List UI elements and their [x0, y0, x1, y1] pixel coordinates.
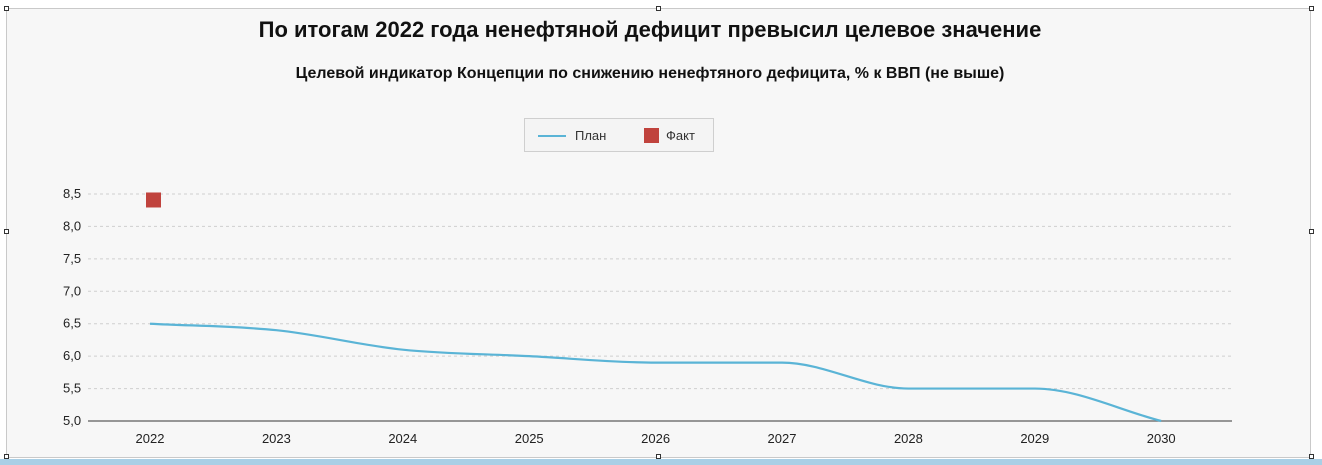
- chart-frame: [6, 8, 1311, 458]
- x-tick-label: 2023: [262, 431, 291, 446]
- x-tick-label: 2028: [894, 431, 923, 446]
- y-tick-label: 7,0: [63, 283, 81, 298]
- y-tick-label: 8,5: [63, 186, 81, 201]
- legend-line-swatch: [538, 135, 566, 137]
- x-tick-label: 2024: [388, 431, 417, 446]
- legend-label-plan: План: [575, 128, 607, 143]
- legend-label-fact: Факт: [666, 128, 695, 143]
- selection-handle[interactable]: [656, 454, 661, 459]
- x-tick-label: 2029: [1020, 431, 1049, 446]
- selection-handle[interactable]: [1309, 229, 1314, 234]
- x-tick-label: 2022: [136, 431, 165, 446]
- x-tick-label: 2026: [641, 431, 670, 446]
- x-tick-label: 2027: [768, 431, 797, 446]
- y-tick-label: 7,5: [63, 251, 81, 266]
- selection-handle[interactable]: [1309, 454, 1314, 459]
- selection-handle[interactable]: [1309, 6, 1314, 11]
- chart-legend: План Факт: [524, 118, 714, 152]
- selection-handle[interactable]: [4, 454, 9, 459]
- data-point-fact: [146, 192, 161, 208]
- x-tick-label: 2025: [515, 431, 544, 446]
- series-line-plan: [149, 322, 1162, 423]
- y-tick-label: 8,0: [63, 218, 81, 233]
- y-tick-label: 6,5: [63, 316, 81, 331]
- selection-handle[interactable]: [4, 229, 9, 234]
- bottom-strip: [0, 459, 1322, 465]
- selection-handle[interactable]: [656, 6, 661, 11]
- y-tick-label: 5,0: [63, 413, 81, 428]
- legend-square-swatch: [644, 128, 659, 143]
- y-tick-label: 5,5: [63, 381, 81, 396]
- x-tick-label: 2030: [1147, 431, 1176, 446]
- chart-subtitle: Целевой индикатор Концепции по снижению …: [295, 65, 1005, 82]
- chart-title: По итогам 2022 года ненефтяной дефицит п…: [258, 17, 1042, 42]
- y-tick-label: 6,0: [63, 348, 81, 363]
- selection-handle[interactable]: [4, 6, 9, 11]
